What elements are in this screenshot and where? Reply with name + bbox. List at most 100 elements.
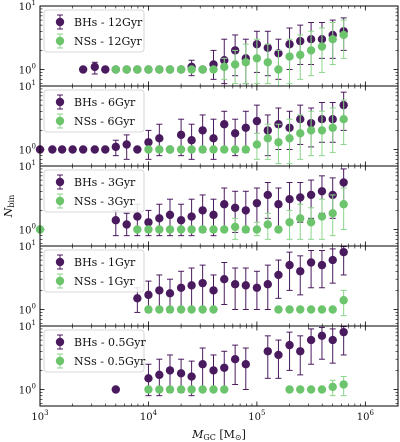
- y-tick-label: 100: [19, 303, 36, 317]
- data-point-bh: [274, 270, 283, 280]
- data-point-bh: [317, 331, 327, 341]
- y-axis-label-main: N: [2, 207, 15, 218]
- x-tick-label: 104: [140, 409, 158, 423]
- data-point-bh: [285, 260, 294, 270]
- data-point-ns: [306, 46, 316, 55]
- legend-label-bh: BHs - 12Gyr: [74, 16, 143, 29]
- data-point-bh: [198, 360, 207, 369]
- data-point-bh: [78, 145, 88, 154]
- legend-label-bh: BHs - 0.5Gyr: [74, 336, 147, 349]
- legend-marker-bh: [55, 17, 65, 27]
- data-point-ns: [328, 123, 337, 132]
- series-bh: [111, 326, 348, 397]
- data-point-bh: [209, 286, 218, 295]
- data-point-ns: [176, 385, 186, 394]
- data-point-ns: [176, 305, 186, 314]
- data-point-ns: [296, 385, 305, 394]
- data-point-ns: [296, 129, 305, 138]
- data-point-bh: [155, 286, 164, 295]
- x-axis-label-unit-sub: ⊙: [235, 433, 242, 442]
- legend-label-ns: NSs - 12Gyr: [74, 35, 143, 48]
- data-point-ns: [274, 305, 283, 314]
- legend-label-bh: BHs - 1Gyr: [74, 256, 136, 269]
- data-point-ns: [306, 218, 316, 227]
- y-axis-label-sub: bin: [7, 195, 16, 208]
- data-point-ns: [165, 385, 175, 394]
- panel-4: 100 101 BHs - 1Gyr NSs - 1Gyr: [19, 239, 399, 327]
- data-point-bh: [220, 120, 229, 129]
- data-point-ns: [176, 145, 186, 154]
- data-point-bh: [176, 130, 186, 140]
- x-axis-label-unit: [M: [216, 428, 235, 441]
- data-point-ns: [155, 145, 164, 154]
- data-point-ns: [198, 65, 207, 74]
- panels-group: 100 101 BHs - 12Gyr NSs - 12Gyr 100 101 BHs - …: [19, 0, 399, 407]
- legend-box: [43, 89, 145, 133]
- data-point-bh: [241, 206, 250, 215]
- series-bh: [133, 246, 348, 313]
- y-tick-label: 100: [19, 143, 36, 157]
- data-point-bh: [133, 212, 142, 221]
- data-point-bh: [209, 210, 218, 220]
- panel-frame: [39, 325, 399, 407]
- data-point-bh: [317, 187, 327, 196]
- y-tick-label: 100: [19, 383, 36, 397]
- data-point-ns: [285, 305, 294, 314]
- data-point-bh: [339, 178, 348, 187]
- data-point-bh: [296, 267, 305, 276]
- data-point-bh: [209, 366, 218, 375]
- legend-marker-bh: [55, 177, 65, 187]
- data-point-bh: [241, 281, 250, 290]
- x-tick-label: 106: [357, 409, 375, 423]
- data-point-bh: [176, 283, 186, 292]
- y-tick-label: 100: [19, 223, 36, 237]
- data-point-bh: [78, 65, 88, 74]
- series-ns: [144, 99, 348, 165]
- data-point-ns: [187, 225, 196, 234]
- data-point-ns: [220, 145, 229, 154]
- data-point-ns: [187, 65, 196, 74]
- legend-label-ns: NSs - 6Gyr: [74, 115, 136, 128]
- legend: BHs - 3Gyr NSs - 3Gyr: [43, 169, 145, 213]
- data-point-bh: [187, 136, 196, 145]
- data-point-ns: [144, 225, 153, 234]
- data-point-ns: [263, 134, 272, 143]
- data-point-ns: [328, 209, 337, 218]
- data-point-bh: [111, 385, 121, 394]
- data-point-bh: [187, 212, 196, 221]
- data-point-bh: [133, 145, 142, 154]
- data-point-ns: [306, 385, 316, 394]
- data-point-bh: [274, 350, 283, 360]
- data-point-bh: [263, 347, 272, 356]
- data-point-bh: [48, 145, 57, 154]
- data-point-bh: [328, 255, 337, 265]
- series-ns: [144, 376, 348, 397]
- data-point-bh: [220, 200, 229, 209]
- data-point-ns: [306, 126, 316, 135]
- x-axis-label: MGC [M⊙]: [191, 428, 246, 442]
- data-point-bh: [263, 190, 272, 200]
- data-point-bh: [252, 116, 262, 126]
- legend-label-ns: NSs - 1Gyr: [74, 275, 136, 288]
- data-point-ns: [339, 200, 348, 209]
- data-point-ns: [187, 305, 196, 314]
- data-point-bh: [111, 142, 121, 152]
- data-point-bh: [252, 198, 262, 208]
- data-point-ns: [220, 385, 229, 394]
- data-point-bh: [198, 206, 207, 215]
- data-point-ns: [155, 65, 164, 74]
- data-point-bh: [155, 214, 164, 223]
- legend: BHs - 1Gyr NSs - 1Gyr: [43, 249, 145, 293]
- data-point-bh: [144, 374, 153, 383]
- data-point-bh: [306, 258, 316, 267]
- data-point-bh: [306, 335, 316, 345]
- data-point-ns: [285, 52, 294, 61]
- data-point-bh: [198, 126, 207, 135]
- data-point-bh: [209, 134, 218, 143]
- x-axis-label-close: ]: [242, 428, 246, 441]
- data-point-bh: [144, 218, 153, 227]
- data-point-ns: [144, 65, 153, 74]
- data-point-bh: [155, 134, 164, 143]
- legend-box: [43, 249, 145, 293]
- data-point-bh: [122, 140, 131, 149]
